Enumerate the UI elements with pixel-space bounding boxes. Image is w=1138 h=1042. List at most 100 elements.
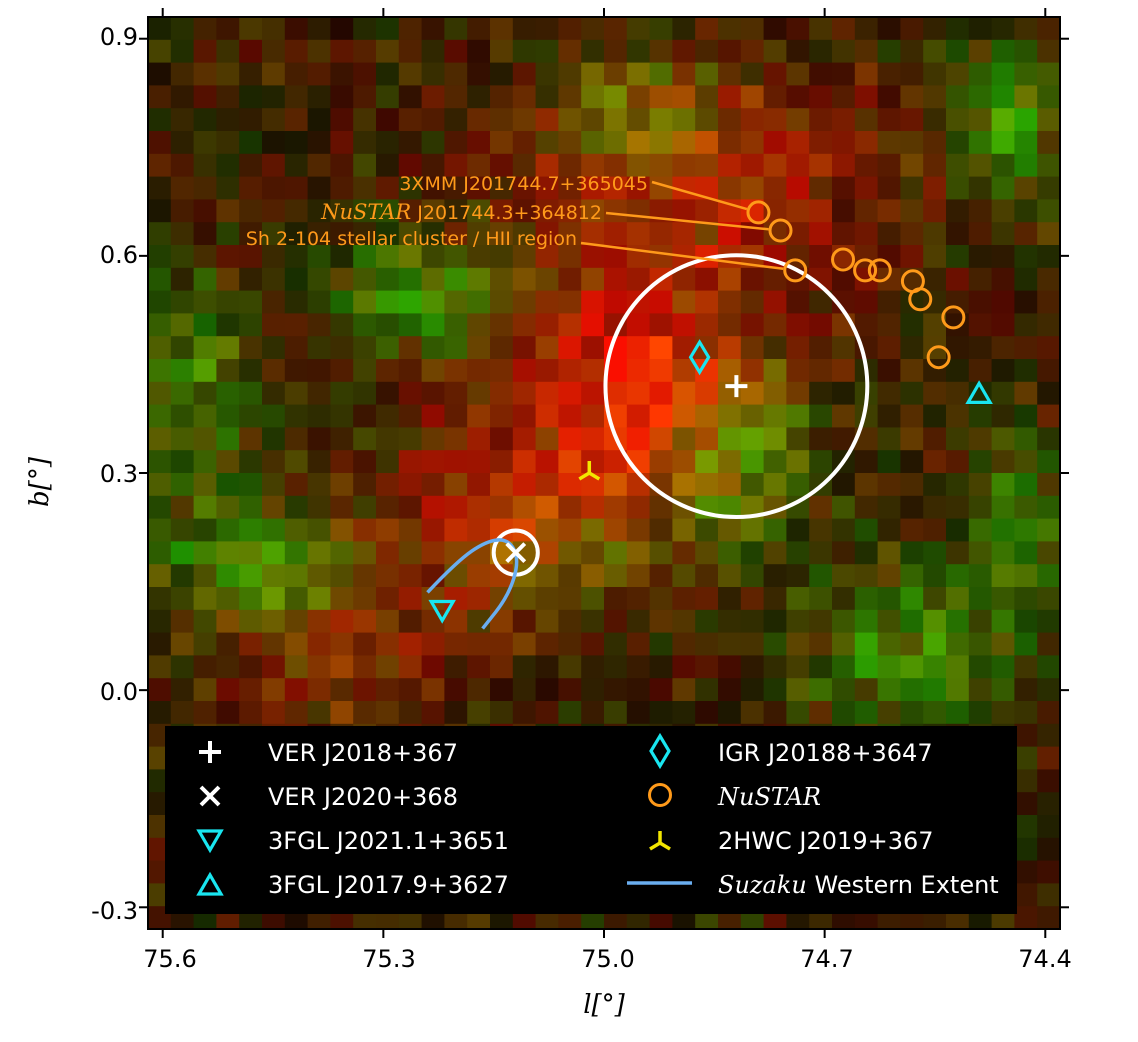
map-pixel <box>649 290 673 314</box>
map-pixel <box>923 632 947 656</box>
map-pixel <box>284 62 309 86</box>
map-pixel <box>490 518 514 542</box>
map-pixel <box>763 609 787 634</box>
map-pixel <box>490 245 514 269</box>
map-pixel <box>649 153 673 178</box>
map-pixel <box>512 359 537 383</box>
map-pixel <box>809 176 833 200</box>
map-pixel <box>284 381 309 406</box>
map-pixel <box>421 17 445 41</box>
map-pixel <box>444 427 468 451</box>
map-pixel <box>239 495 263 520</box>
map-pixel <box>1014 108 1038 132</box>
point-circle <box>867 258 892 283</box>
map-pixel <box>307 587 331 611</box>
map-pixel <box>672 564 696 588</box>
map-pixel <box>353 655 377 679</box>
map-pixel <box>558 427 582 451</box>
map-pixel <box>353 564 377 588</box>
map-pixel <box>740 336 765 360</box>
map-pixel <box>148 655 172 679</box>
map-pixel <box>148 39 172 64</box>
map-pixel <box>672 473 696 497</box>
map-pixel <box>946 222 970 246</box>
map-pixel <box>581 518 605 542</box>
map-pixel <box>216 336 240 360</box>
map-pixel <box>239 518 263 542</box>
map-pixel <box>444 17 468 41</box>
map-pixel <box>786 564 810 588</box>
map-pixel <box>262 427 286 451</box>
map-pixel <box>284 336 309 360</box>
map-pixel <box>193 359 217 383</box>
map-pixel <box>695 381 719 406</box>
map-pixel <box>1037 85 1060 109</box>
map-pixel <box>262 245 286 269</box>
map-pixel <box>398 404 423 428</box>
map-pixel <box>923 678 947 702</box>
map-pixel <box>170 450 195 474</box>
map-pixel <box>444 518 468 542</box>
map-pixel <box>353 427 377 451</box>
map-pixel <box>695 701 719 725</box>
map-pixel <box>900 108 924 132</box>
point-triangle-up <box>965 380 993 404</box>
map-pixel <box>444 655 468 679</box>
map-pixel <box>718 632 742 656</box>
map-pixel <box>695 222 719 246</box>
map-pixel <box>626 473 651 497</box>
map-pixel <box>262 62 286 86</box>
map-pixel <box>467 62 491 86</box>
map-pixel <box>832 404 856 428</box>
map-pixel <box>1037 655 1060 679</box>
map-pixel <box>604 587 628 611</box>
map-pixel <box>262 336 286 360</box>
map-pixel <box>239 564 263 588</box>
map-pixel <box>695 609 719 634</box>
map-pixel <box>262 473 286 497</box>
map-pixel <box>695 62 719 86</box>
map-pixel <box>490 153 514 178</box>
map-pixel <box>1037 336 1060 360</box>
map-pixel <box>284 655 309 679</box>
map-pixel <box>946 290 970 314</box>
map-pixel <box>1037 609 1060 634</box>
map-pixel <box>809 39 833 64</box>
map-pixel <box>968 62 993 86</box>
map-pixel <box>991 701 1015 725</box>
map-pixel <box>216 313 240 337</box>
map-pixel <box>968 404 993 428</box>
map-pixel <box>581 359 605 383</box>
map-pixel <box>1014 792 1038 816</box>
map-pixel <box>284 518 309 542</box>
map-pixel <box>968 678 993 702</box>
map-pixel <box>946 655 970 679</box>
map-pixel <box>581 632 605 656</box>
map-pixel <box>284 632 309 656</box>
map-pixel <box>991 541 1015 565</box>
map-pixel <box>490 564 514 588</box>
map-pixel <box>991 655 1015 679</box>
map-pixel <box>649 564 673 588</box>
map-pixel <box>581 495 605 520</box>
map-pixel <box>421 381 445 406</box>
map-pixel <box>330 473 354 497</box>
map-pixel <box>900 359 924 383</box>
map-pixel <box>148 701 172 725</box>
map-pixel <box>444 632 468 656</box>
map-pixel <box>558 153 582 178</box>
map-pixel <box>467 564 491 588</box>
map-pixel <box>193 450 217 474</box>
map-pixel <box>512 609 537 634</box>
map-pixel <box>216 701 240 725</box>
map-pixel <box>398 381 423 406</box>
map-pixel <box>877 290 901 314</box>
map-pixel <box>193 473 217 497</box>
map-pixel <box>330 404 354 428</box>
map-pixel <box>1037 381 1060 406</box>
intensity-map <box>148 17 1060 929</box>
point-plus <box>725 375 748 398</box>
map-pixel <box>946 678 970 702</box>
map-pixel <box>216 450 240 474</box>
map-pixel <box>535 404 559 428</box>
